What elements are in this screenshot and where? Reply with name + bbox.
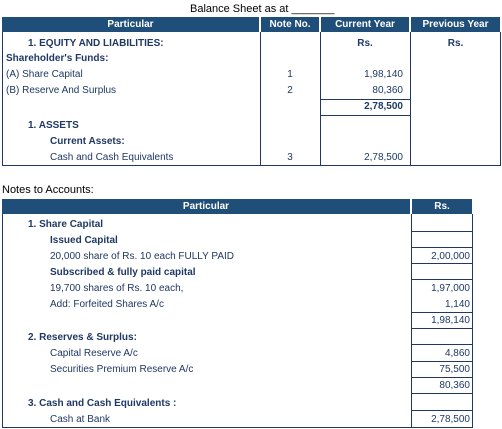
header-current-year: Current Year — [321, 17, 409, 32]
note1-subscribed-line: 19,700 shares of Rs. 10 each, — [50, 283, 184, 294]
note3-heading: 3. Cash and Cash Equivalents : — [28, 398, 177, 409]
note1-subscribed-value: 1,97,000 — [431, 283, 470, 294]
total-liabilities: 2,78,500 — [364, 101, 403, 112]
note3-cash-at-bank-value: 2,78,500 — [431, 414, 470, 425]
reserve-surplus-note: 2 — [287, 85, 293, 96]
share-capital-value: 1,98,140 — [364, 69, 403, 80]
notes-header-particular: Particular — [2, 199, 410, 214]
currency-previous: Rs. — [447, 38, 464, 49]
header-particular: Particular — [2, 17, 259, 32]
share-capital-label: (A) Share Capital — [6, 69, 83, 80]
shareholders-funds: Shareholder's Funds: — [6, 53, 109, 64]
note2-heading: 2. Reserves & Surplus: — [28, 332, 137, 343]
note1-issued-line: 20,000 share of Rs. 10 each FULLY PAID — [50, 251, 234, 262]
note2-securities-premium-value: 75,500 — [439, 364, 470, 375]
reserve-surplus-value: 80,360 — [372, 85, 403, 96]
current-assets: Current Assets: — [50, 136, 125, 147]
cash-value: 2,78,500 — [364, 152, 403, 163]
note1-heading: 1. Share Capital — [28, 219, 104, 230]
header-note-no: Note No. — [261, 17, 319, 32]
currency-current: Rs. — [357, 38, 373, 49]
note2-securities-premium-label: Securities Premium Reserve A/c — [50, 364, 194, 375]
share-capital-note: 1 — [287, 69, 293, 80]
note1-issued-heading: Issued Capital — [50, 235, 118, 246]
equity-heading: 1. EQUITY AND LIABILITIES: — [28, 38, 164, 49]
note1-total: 1,98,140 — [431, 315, 470, 326]
reserve-surplus-label: (B) Reserve And Surplus — [6, 85, 117, 96]
notes-title: Notes to Accounts: — [2, 184, 94, 196]
note1-subscribed-heading: Subscribed & fully paid capital — [50, 267, 196, 278]
assets-heading: 1. ASSETS — [28, 120, 79, 131]
note2-capital-reserve-value: 4,860 — [444, 348, 470, 359]
note2-capital-reserve-label: Capital Reserve A/c — [50, 348, 138, 359]
note1-issued-value: 2,00,000 — [431, 251, 470, 262]
notes-header-amount: Rs. — [412, 199, 472, 214]
note1-forfeited-value: 1,140 — [444, 299, 470, 310]
cash-label: Cash and Cash Equivalents — [50, 152, 174, 163]
header-previous-year: Previous Year — [411, 17, 500, 32]
note2-total: 80,360 — [439, 380, 470, 391]
note1-forfeited-line: Add: Forfeited Shares A/c — [50, 299, 164, 310]
note3-cash-at-bank-label: Cash at Bank — [50, 414, 111, 425]
cash-note: 3 — [287, 152, 293, 163]
balance-sheet-title: Balance Sheet as at _______ — [190, 3, 335, 15]
